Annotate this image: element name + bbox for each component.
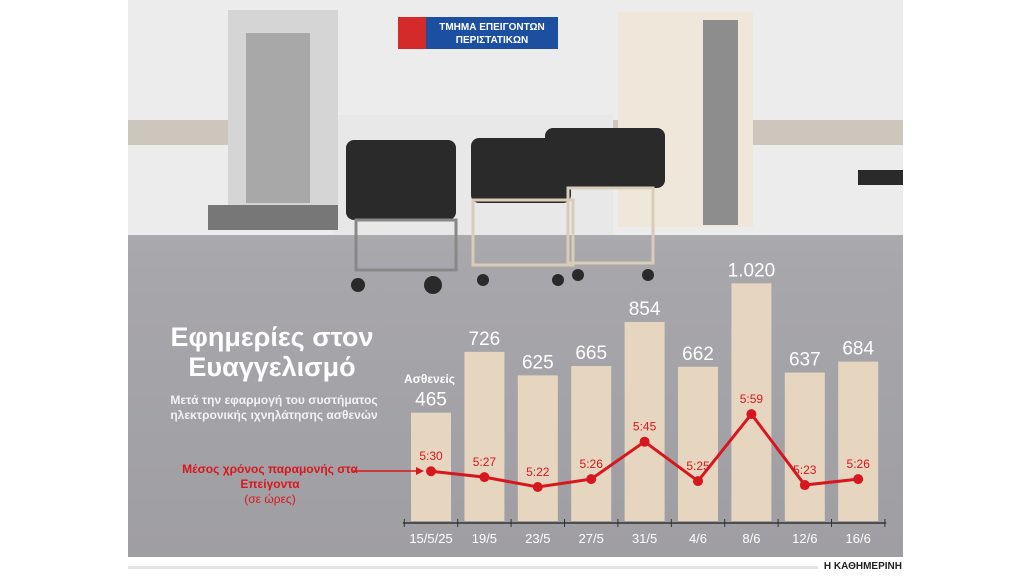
line-series-name: Μέσος χρόνος παραμονής στα Επείγοντα xyxy=(182,462,358,491)
line-point xyxy=(426,466,436,477)
line-value-label: 5:59 xyxy=(740,392,764,406)
line-point xyxy=(479,472,490,483)
bar xyxy=(731,283,772,521)
line-value-label: 5:26 xyxy=(847,457,871,471)
bar xyxy=(838,361,879,521)
x-tick-label: 15/5/25 xyxy=(409,531,452,546)
line-value-label: 5:25 xyxy=(686,459,710,473)
bar-value-label: 625 xyxy=(522,352,554,373)
line-point xyxy=(586,474,597,485)
bar-value-label: 726 xyxy=(469,329,501,350)
svg-text:ΠΕΡΙΣΤΑΤΙΚΩΝ: ΠΕΡΙΣΤΑΤΙΚΩΝ xyxy=(456,35,528,46)
line-point xyxy=(532,482,543,492)
source: Η ΚΑΘΗΜΕΡΙΝΗ xyxy=(823,561,902,572)
x-tick-label: 19/5 xyxy=(472,531,497,546)
x-tick-label: 8/6 xyxy=(742,531,760,546)
footer-rule xyxy=(128,566,818,569)
x-tick-label: 31/5 xyxy=(632,531,657,546)
chart-title: Εφημερίες στον Ευαγγελισμό xyxy=(170,322,374,382)
line-point xyxy=(799,480,810,491)
line-point xyxy=(693,476,703,487)
sign: ΤΜΗΜΑ ΕΠΕΙΓΟΝΤΩΝ ΠΕΡΙΣΤΑΤΙΚΩΝ xyxy=(398,17,558,49)
line-point xyxy=(639,436,650,447)
background-photo: ΤΜΗΜΑ ΕΠΕΙΓΟΝΤΩΝ ΠΕΡΙΣΤΑΤΙΚΩΝ xyxy=(128,0,903,557)
line-point xyxy=(853,474,864,485)
line-value-label: 5:26 xyxy=(580,457,604,471)
bar-value-label: 684 xyxy=(842,339,874,360)
line-value-label: 5:45 xyxy=(633,420,657,434)
bar xyxy=(678,366,718,521)
x-tick-label: 16/6 xyxy=(846,531,871,546)
bar xyxy=(624,322,665,521)
x-tick-label: 12/6 xyxy=(792,531,817,546)
arrow-head-icon xyxy=(416,467,424,475)
line-value-label: 5:27 xyxy=(473,455,497,469)
bar-value-label: 465 xyxy=(415,390,447,411)
bar-value-label: 854 xyxy=(629,299,661,320)
bar-value-label: 662 xyxy=(682,344,714,365)
bar-series-label: Ασθενείς xyxy=(404,372,455,386)
x-tick-label: 4/6 xyxy=(689,531,707,546)
x-tick-label: 23/5 xyxy=(525,531,550,546)
line-series-unit: (σε ώρες) xyxy=(244,492,296,506)
sign-text: ΤΜΗΜΑ ΕΠΕΙΓΟΝΤΩΝ xyxy=(439,22,545,33)
chart-subtitle: Μετά την εφαρμογή του συστήματος ηλεκτρο… xyxy=(170,393,378,422)
line-point xyxy=(746,409,757,420)
bar xyxy=(571,366,612,521)
line-value-label: 5:30 xyxy=(419,449,443,463)
stretchers xyxy=(346,128,903,294)
infographic: ΤΜΗΜΑ ΕΠΕΙΓΟΝΤΩΝ ΠΕΡΙΣΤΑΤΙΚΩΝ 465 726 625 6… xyxy=(128,0,903,557)
bar xyxy=(517,375,558,521)
line-value-label: 5:22 xyxy=(526,465,550,479)
x-tick-label: 27/5 xyxy=(579,531,604,546)
line-series-label: Μέσος χρόνος παραμονής στα Επείγοντα (σε… xyxy=(180,462,360,507)
bar-value-label: 1.020 xyxy=(728,260,776,281)
line-value-label: 5:23 xyxy=(793,463,817,477)
bar xyxy=(784,372,825,521)
bar xyxy=(464,351,505,521)
bar-value-label: 637 xyxy=(789,350,821,371)
bar-value-label: 665 xyxy=(575,343,607,364)
